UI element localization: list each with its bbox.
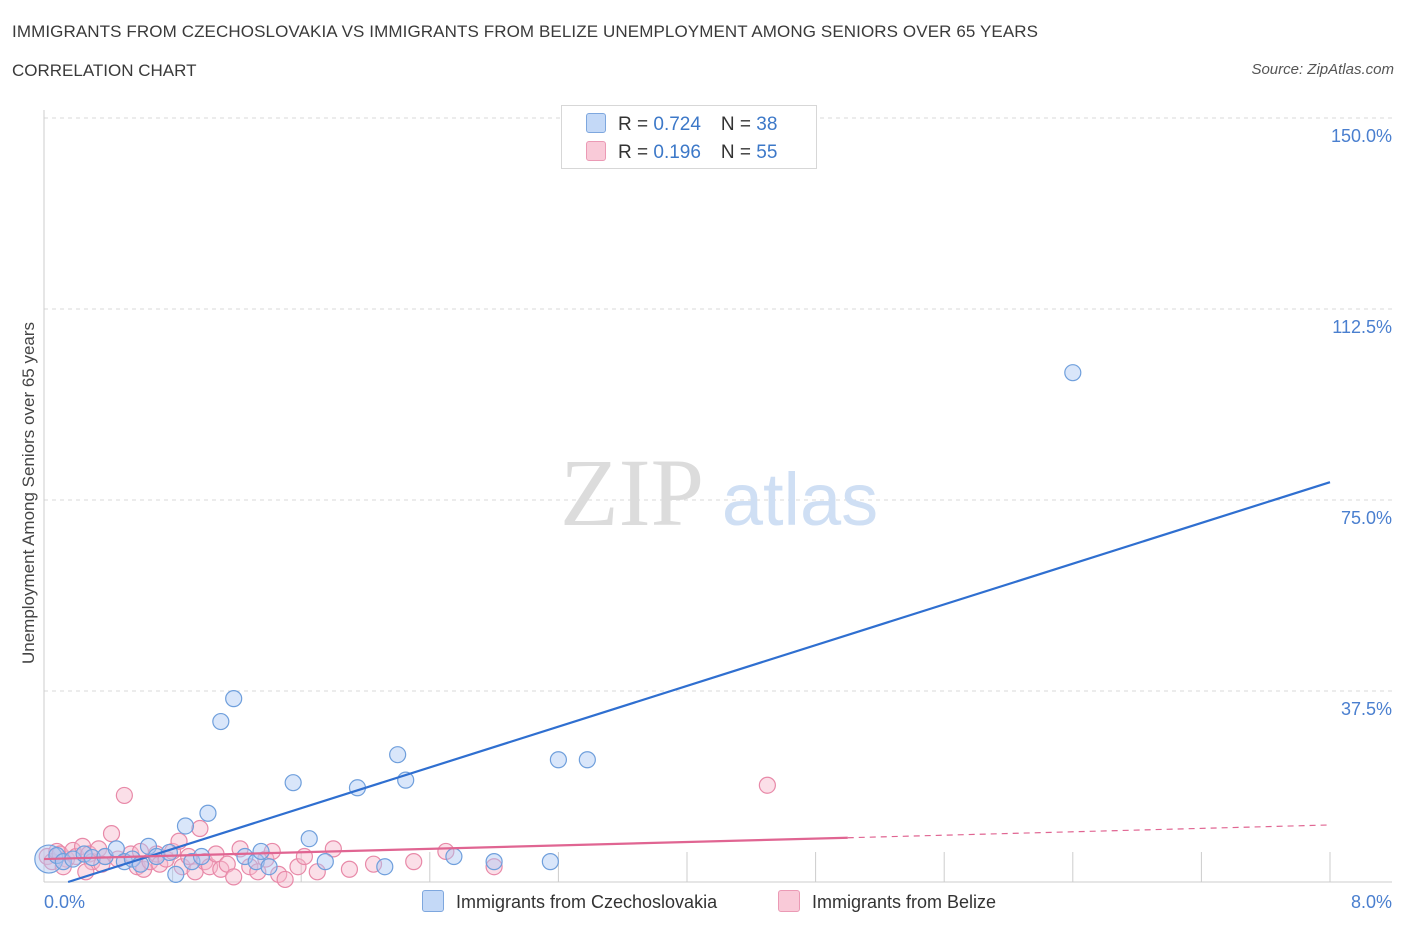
data-point-belize bbox=[225, 868, 243, 886]
trend-lines bbox=[43, 481, 1331, 884]
data-point-czech bbox=[225, 690, 243, 708]
data-point-belize bbox=[758, 776, 776, 794]
bottom-legend-swatch-belize bbox=[778, 890, 800, 912]
data-point-czech bbox=[199, 804, 217, 822]
bottom-legend-label-belize: Immigrants from Belize bbox=[812, 892, 997, 912]
data-point-belize bbox=[115, 786, 133, 805]
data-point-czech bbox=[260, 858, 278, 876]
data-point-belize bbox=[405, 853, 423, 871]
legend-n-label: N = bbox=[720, 114, 757, 135]
data-point-belize bbox=[340, 860, 359, 878]
bottom-legend-label-czech: Immigrants from Czechoslovakia bbox=[456, 892, 718, 912]
data-point-czech bbox=[578, 751, 596, 769]
y-tick-label: 75.0% bbox=[1341, 508, 1392, 528]
legend-row-belize: R = 0.196 N = 55 bbox=[586, 141, 777, 165]
x-tick-label: 8.0% bbox=[1351, 892, 1392, 912]
bottom-legend-belize: Immigrants from Belize bbox=[778, 890, 996, 913]
data-point-czech bbox=[445, 847, 463, 866]
bottom-legend-czech: Immigrants from Czechoslovakia bbox=[422, 890, 717, 913]
data-point-czech bbox=[212, 712, 230, 731]
data-point-czech bbox=[376, 858, 394, 876]
data-point-belize bbox=[289, 858, 307, 876]
data-point-czech bbox=[1064, 364, 1082, 382]
data-point-czech bbox=[541, 853, 559, 871]
data-point-belize bbox=[364, 855, 383, 873]
data-point-czech bbox=[176, 817, 195, 835]
data-point-czech bbox=[549, 751, 568, 769]
legend-r-label: R = bbox=[618, 142, 654, 163]
data-point-czech bbox=[167, 865, 185, 883]
data-point-belize bbox=[485, 858, 503, 876]
y-tick-label: 37.5% bbox=[1341, 699, 1392, 719]
legend-swatch-belize bbox=[586, 141, 606, 161]
legend-swatch-czech bbox=[586, 113, 606, 133]
y-axis-label: Unemployment Among Seniors over 65 years bbox=[19, 322, 38, 664]
data-point-belize bbox=[102, 825, 121, 843]
data-point-czech bbox=[300, 830, 318, 848]
legend-r-value: 0.724 bbox=[653, 114, 701, 135]
data-point-belize bbox=[276, 870, 294, 889]
data-point-czech bbox=[192, 847, 211, 866]
bottom-legend-swatch-czech bbox=[422, 890, 444, 912]
trend-line-belize bbox=[43, 836, 848, 861]
y-tick-label: 112.5% bbox=[1332, 317, 1392, 337]
data-point-czech bbox=[316, 853, 334, 871]
legend-n-value: 38 bbox=[756, 114, 778, 135]
chart-title: IMMIGRANTS FROM CZECHOSLOVAKIA VS IMMIGR… bbox=[12, 22, 1039, 41]
trend-line-czech bbox=[67, 481, 1331, 884]
data-point-czech bbox=[284, 774, 302, 792]
data-point-belize bbox=[191, 819, 209, 838]
legend-r-label: R = bbox=[618, 114, 654, 135]
watermark: ZIP atlas bbox=[560, 439, 878, 546]
x-tick-label: 0.0% bbox=[44, 892, 85, 912]
data-point-czech bbox=[389, 746, 407, 764]
legend-n-label: N = bbox=[720, 142, 757, 163]
legend-n-value: 55 bbox=[756, 142, 778, 163]
data-point-czech bbox=[252, 842, 270, 861]
legend-r-value: 0.196 bbox=[653, 142, 701, 163]
y-tick-label: 150.0% bbox=[1331, 126, 1392, 146]
data-point-czech bbox=[485, 853, 503, 871]
watermark-atlas: atlas bbox=[722, 458, 878, 541]
legend-row-czech: R = 0.724 N = 38 bbox=[586, 113, 777, 137]
czech-points bbox=[34, 364, 1082, 883]
chart-subtitle: CORRELATION CHART bbox=[12, 61, 197, 80]
legend: R = 0.724 N = 38 R = 0.196 N = 55 bbox=[561, 105, 817, 169]
trend-line-belize-dashed bbox=[847, 824, 1331, 839]
watermark-zip: ZIP bbox=[560, 439, 704, 546]
grid-lines bbox=[44, 117, 1392, 882]
x-tick-labels: 0.0% 8.0% bbox=[44, 892, 1392, 912]
source-label: Source: ZipAtlas.com bbox=[1251, 61, 1394, 78]
data-point-czech bbox=[183, 853, 201, 871]
data-point-czech bbox=[236, 847, 254, 866]
y-tick-labels: 150.0% 112.5% 75.0% 37.5% bbox=[1331, 126, 1392, 719]
belize-points bbox=[38, 776, 776, 889]
axes bbox=[43, 110, 1392, 883]
data-point-belize bbox=[324, 840, 342, 858]
